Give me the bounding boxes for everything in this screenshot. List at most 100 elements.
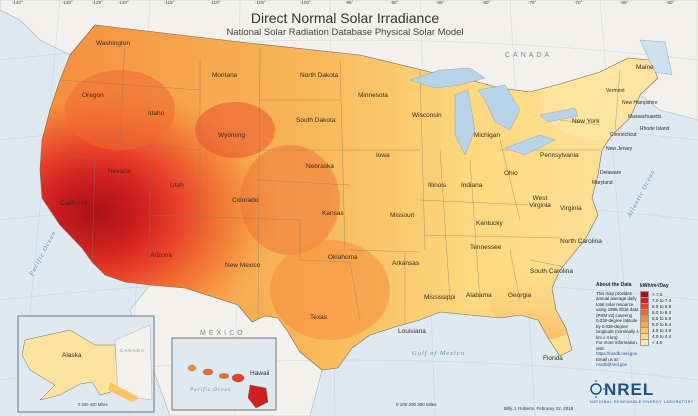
state-label: Mississippi xyxy=(424,294,456,301)
state-label: North Carolina xyxy=(560,238,602,245)
state-label: Idaho xyxy=(148,110,165,117)
state-label: Vermont xyxy=(606,88,625,94)
state-label: West Virginia xyxy=(529,195,551,209)
lon-tick: -80° xyxy=(482,0,491,5)
state-label: New Jersey xyxy=(606,146,633,152)
lon-tick: -75° xyxy=(528,0,537,5)
lon-tick: -85° xyxy=(436,0,445,5)
state-label: Rhode Island xyxy=(640,126,670,132)
state-label: Wyoming xyxy=(218,132,246,139)
state-label: Alaska xyxy=(62,352,82,359)
state-label: Montana xyxy=(212,72,238,79)
country-label-canada: CANADA xyxy=(505,52,553,59)
state-label: Texas xyxy=(310,314,327,321)
inset-canada-label: CANADA xyxy=(120,348,145,353)
state-label: Massachusetts xyxy=(628,114,662,120)
legend-label: 4.5 to 4.9 xyxy=(652,327,672,333)
nrel-logo-subtitle: NATIONAL RENEWABLE ENERGY LABORATORY xyxy=(590,400,694,404)
legend-row: < 4.0 xyxy=(640,338,686,346)
legend-label: > 7.5 xyxy=(652,291,663,297)
state-label: Arizona xyxy=(150,252,173,259)
state-label: Pennsylvania xyxy=(540,152,579,159)
state-label: New Hampshire xyxy=(622,100,658,106)
state-label: Delaware xyxy=(600,170,622,176)
state-label: Illinois xyxy=(428,182,447,189)
lon-tick: -140° xyxy=(12,0,23,5)
legend-rows: > 7.5 7.0 to 7.4 6.5 to 6.9 6.0 to 6.4 5.5 t… xyxy=(640,290,686,346)
state-label: New Mexico xyxy=(225,262,261,269)
lon-tick: -120° xyxy=(118,0,129,5)
state-label: Utah xyxy=(170,182,184,189)
lon-tick: -105° xyxy=(255,0,266,5)
map-credit: Billy J. Roberts, February 22, 2018 xyxy=(504,406,574,411)
lon-tick: -100° xyxy=(300,0,311,5)
about-email-link[interactable]: nsrdb@nrel.gov xyxy=(596,362,628,367)
nrel-logo-icon xyxy=(590,380,605,398)
country-label-mexico: MEXICO xyxy=(200,330,246,337)
about-more: For more information, visit: xyxy=(596,340,638,351)
map-legend: kWh/m²/Day > 7.5 7.0 to 7.4 6.5 to 6.9 6.0 … xyxy=(640,283,686,346)
state-label: North Dakota xyxy=(300,72,339,79)
about-email-label: Email us at: xyxy=(596,356,619,362)
legend-label: 4.0 to 4.4 xyxy=(652,333,672,339)
state-label: South Dakota xyxy=(296,117,336,124)
lon-tick: -125° xyxy=(92,0,103,5)
map-title: Direct Normal Solar Irradiance xyxy=(250,10,440,26)
state-label: Ohio xyxy=(504,170,518,177)
state-label: Nevada xyxy=(108,168,131,175)
state-label: Washington xyxy=(96,40,131,47)
state-label: New York xyxy=(572,118,600,125)
state-label: Maine xyxy=(636,64,654,71)
lon-tick: -110° xyxy=(210,0,221,5)
ocean-label-gulf: Gulf of Mexico xyxy=(412,350,465,357)
legend-label: 5.0 to 5.4 xyxy=(652,321,672,327)
state-label: Oklahoma xyxy=(328,254,358,261)
legend-title: kWh/m²/Day xyxy=(640,283,669,289)
lon-tick: -90° xyxy=(390,0,399,5)
state-label: Maryland xyxy=(592,180,613,186)
about-the-data: About the Data This map provides annual … xyxy=(596,282,640,368)
state-label: South Carolina xyxy=(530,268,573,275)
state-label: Oregon xyxy=(82,92,104,99)
state-label: Virginia xyxy=(560,205,582,212)
lon-tick: -65° xyxy=(620,0,629,5)
state-label: Wisconsin xyxy=(412,112,442,119)
legend-label: 6.5 to 6.9 xyxy=(652,303,672,309)
lon-tick: -60° xyxy=(666,0,675,5)
state-label: Iowa xyxy=(376,152,390,159)
about-url-link[interactable]: https://nsrdb.nrel.gov xyxy=(596,351,638,356)
state-label: Minnesota xyxy=(358,92,388,99)
lon-tick: -70° xyxy=(574,0,583,5)
state-label: Missouri xyxy=(390,212,415,219)
state-label: Indiana xyxy=(461,182,483,189)
state-label: Connecticut xyxy=(610,132,637,138)
legend-label: 5.5 to 5.9 xyxy=(652,315,672,321)
state-label: California xyxy=(60,200,88,207)
map-subtitle: National Solar Radiation Database Physic… xyxy=(226,27,464,38)
nrel-logo-text: NREL xyxy=(604,380,655,399)
about-heading: About the Data xyxy=(596,282,632,288)
state-label: Nebraska xyxy=(306,163,334,170)
alaska-scale-bar: 0 200 400 Miles xyxy=(78,402,108,407)
legend-swatch xyxy=(640,338,649,346)
state-label: Florida xyxy=(543,355,563,362)
lon-tick: -135° xyxy=(62,0,73,5)
state-label: Michigan xyxy=(474,132,501,139)
about-text: This map provides annual average daily t… xyxy=(596,290,639,340)
legend-label: 7.0 to 7.4 xyxy=(652,297,672,303)
scale-bar: 0 100 200 300 Miles xyxy=(396,402,437,407)
legend-label: < 4.0 xyxy=(652,339,663,345)
state-label: Louisiana xyxy=(398,328,426,335)
state-label: Colorado xyxy=(232,197,259,204)
state-label: Arkansas xyxy=(392,260,420,267)
lon-tick: -95° xyxy=(345,0,354,5)
state-label: Georgia xyxy=(508,292,532,299)
state-label: Kansas xyxy=(322,210,344,217)
state-label: Hawaii xyxy=(250,370,270,377)
state-label: Kentucky xyxy=(476,220,503,227)
lon-tick: -115° xyxy=(164,0,175,5)
ocean-label-pacific-hawaii: Pacific Ocean xyxy=(190,388,232,393)
legend-label: 6.0 to 6.4 xyxy=(652,309,672,315)
